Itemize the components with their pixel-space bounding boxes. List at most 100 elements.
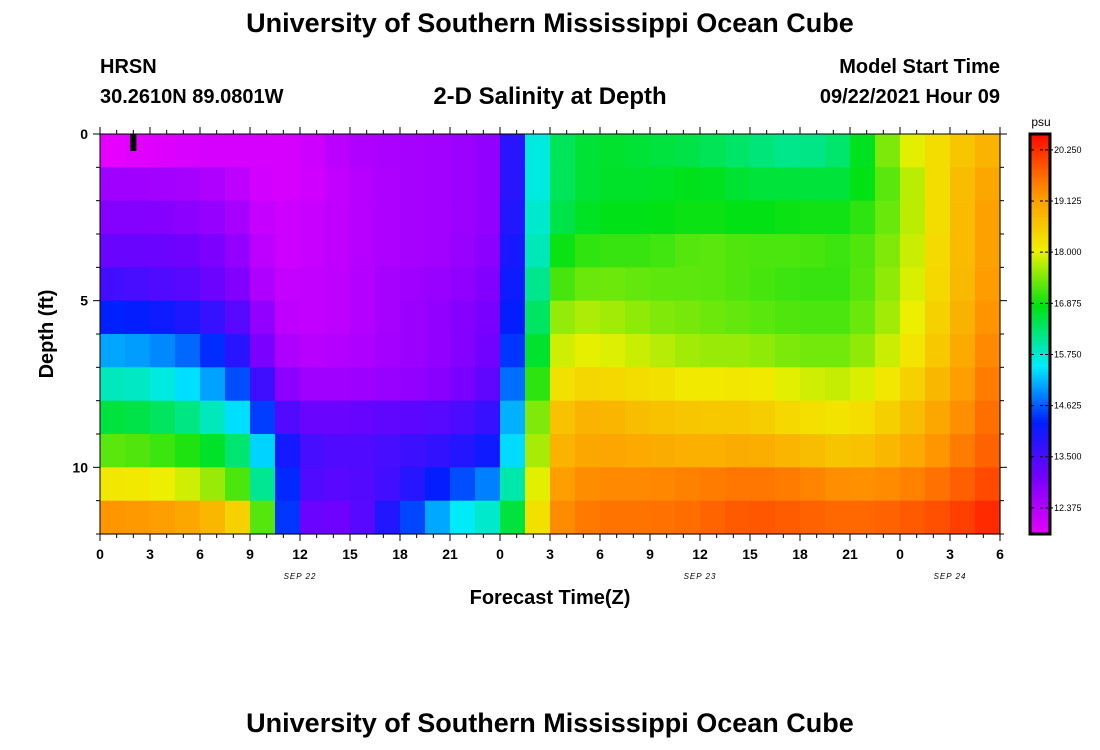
heatmap-cell	[400, 334, 426, 368]
colorbar-segment	[1030, 484, 1050, 488]
heatmap-cell	[125, 300, 151, 335]
heatmap-cell	[950, 367, 976, 402]
colorbar-tick-label: 15.750	[1054, 349, 1082, 359]
heatmap-cell	[325, 334, 351, 368]
colorbar-segment	[1030, 461, 1050, 465]
heatmap-cell	[150, 267, 176, 302]
colorbar-segment	[1030, 189, 1050, 193]
heatmap-cell	[475, 400, 501, 435]
model-start-value: 09/22/2021 Hour 09	[819, 86, 1000, 108]
heatmap-cell	[675, 500, 701, 535]
heatmap-cell	[800, 334, 826, 368]
colorbar-segment	[1030, 424, 1050, 428]
colorbar-segment	[1030, 139, 1050, 143]
heatmap-cell	[150, 367, 176, 402]
x-tick-label: 6	[596, 546, 604, 562]
heatmap-cell	[725, 134, 751, 168]
heatmap-cell	[750, 134, 776, 168]
heatmap-cell	[325, 500, 351, 535]
colorbar-segment	[1030, 296, 1050, 300]
heatmap-cell	[825, 434, 851, 468]
heatmap-cell	[975, 200, 1001, 235]
heatmap-cell	[675, 367, 701, 402]
heatmap-cell	[375, 167, 401, 202]
colorbar-segment	[1030, 191, 1050, 195]
heatmap-cell	[125, 167, 151, 202]
heatmap-cell	[600, 134, 626, 168]
heatmap-cell	[300, 334, 326, 368]
colorbar-segment	[1030, 236, 1050, 240]
heatmap-cell	[350, 400, 376, 435]
colorbar-segment	[1030, 254, 1050, 258]
heatmap-cell	[575, 267, 601, 302]
colorbar-segment	[1030, 441, 1050, 445]
heatmap-cell	[175, 400, 201, 435]
heatmap-cell	[450, 400, 476, 435]
heatmap-cell	[625, 200, 651, 235]
heatmap-cell	[650, 167, 676, 202]
heatmap-cell	[575, 400, 601, 435]
heatmap-cell	[775, 400, 801, 435]
heatmap-cell	[325, 434, 351, 468]
colorbar-segment	[1030, 326, 1050, 330]
heatmap-cell	[125, 200, 151, 235]
heatmap-cell	[750, 167, 776, 202]
heatmap-cell	[250, 434, 276, 468]
heatmap-cell	[625, 167, 651, 202]
heatmap-cell	[375, 334, 401, 368]
heatmap-cell	[475, 267, 501, 302]
colorbar-segment	[1030, 501, 1050, 505]
heatmap-cell	[200, 500, 226, 535]
heatmap-cell	[350, 334, 376, 368]
heatmap-cell	[100, 500, 126, 535]
heatmap-cell	[525, 134, 551, 168]
heatmap-cell	[900, 134, 926, 168]
colorbar-segment	[1030, 374, 1050, 378]
x-tick-label: 21	[442, 546, 458, 562]
heatmap-cell	[300, 367, 326, 402]
heatmap-cell	[950, 334, 976, 368]
heatmap-cell	[600, 234, 626, 268]
colorbar-segment	[1030, 394, 1050, 398]
heatmap-cell	[800, 167, 826, 202]
heatmap-cell	[650, 334, 676, 368]
heatmap-cell	[100, 367, 126, 402]
heatmap-cell	[100, 467, 126, 502]
heatmap-cell	[875, 300, 901, 335]
heatmap-cell	[925, 434, 951, 468]
heatmap-cell	[550, 434, 576, 468]
colorbar-segment	[1030, 434, 1050, 438]
heatmap-cell	[350, 167, 376, 202]
heatmap-cell	[850, 300, 876, 335]
heatmap-cell	[150, 200, 176, 235]
heatmap-cell	[500, 200, 526, 235]
heatmap-cell	[725, 434, 751, 468]
heatmap-cell	[275, 167, 301, 202]
colorbar-segment	[1030, 474, 1050, 478]
colorbar-segment	[1030, 169, 1050, 173]
heatmap-cell	[650, 367, 676, 402]
heatmap-cell	[450, 367, 476, 402]
heatmap-cell	[125, 334, 151, 368]
colorbar-segment	[1030, 249, 1050, 253]
heatmap-cell	[100, 134, 126, 168]
colorbar-segment	[1030, 259, 1050, 263]
colorbar-tick-label: 13.500	[1054, 452, 1082, 462]
heatmap-cell	[700, 367, 726, 402]
colorbar-segment	[1030, 499, 1050, 503]
heatmap-cell	[200, 467, 226, 502]
colorbar-segment	[1030, 331, 1050, 335]
colorbar-segment	[1030, 321, 1050, 325]
colorbar-segment	[1030, 219, 1050, 223]
heatmap-cell	[450, 167, 476, 202]
heatmap-cell	[750, 234, 776, 268]
colorbar-segment	[1030, 299, 1050, 303]
heatmap-cell	[725, 234, 751, 268]
heatmap-cell	[400, 134, 426, 168]
heatmap-cell	[750, 434, 776, 468]
colorbar-segment	[1030, 516, 1050, 520]
heatmap-cell	[875, 467, 901, 502]
heatmap-cell	[625, 234, 651, 268]
heatmap-cell	[500, 434, 526, 468]
heatmap-cell	[350, 200, 376, 235]
